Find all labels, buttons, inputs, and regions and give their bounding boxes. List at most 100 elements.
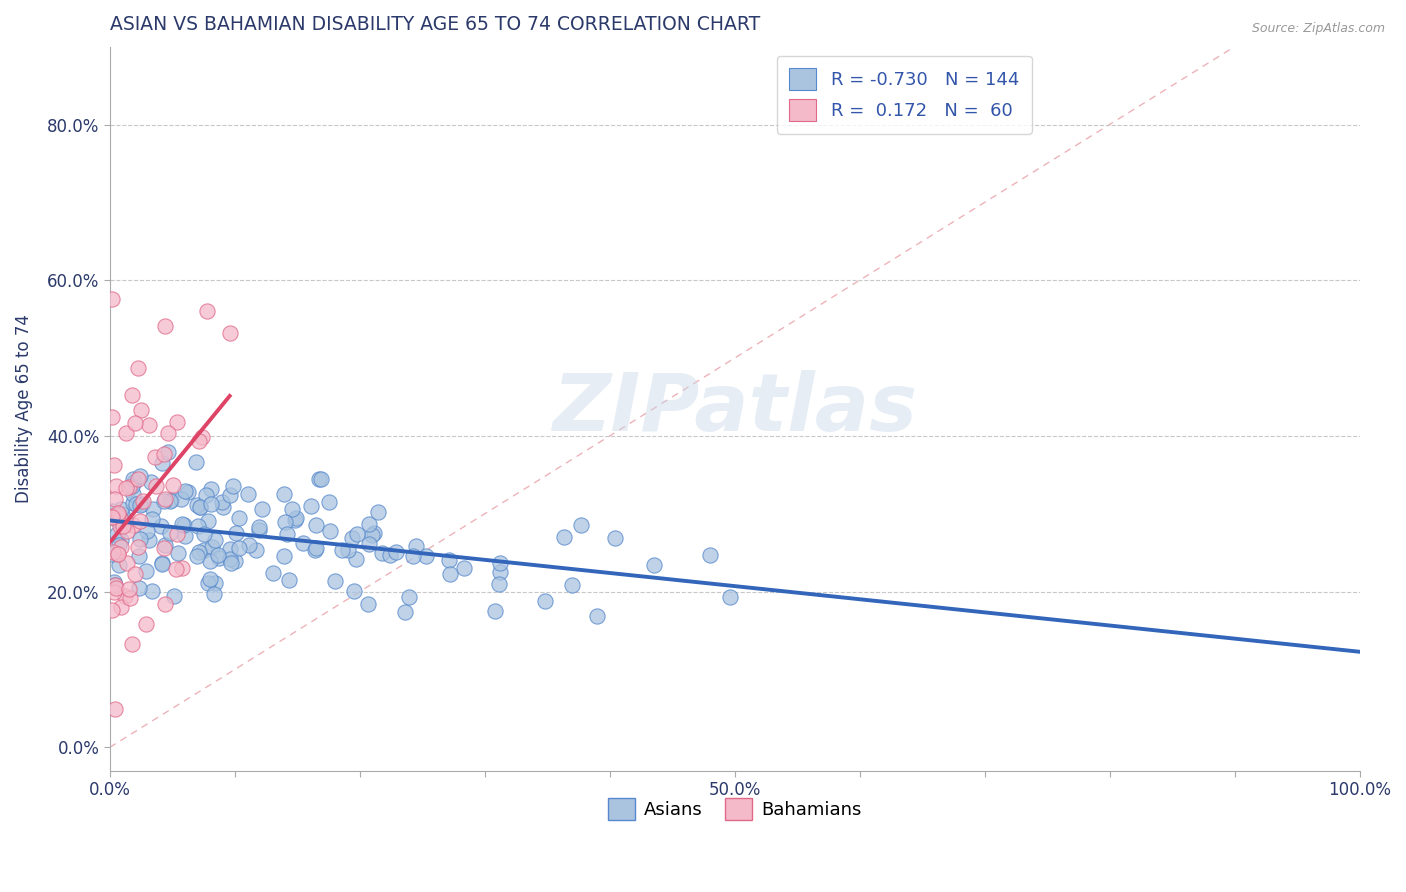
Point [360, 528, 382, 542]
Point [343, 583, 366, 598]
Point [394, 605, 416, 619]
Point [129, 468, 152, 483]
Point [363, 526, 385, 541]
Point [357, 597, 380, 611]
Point [281, 502, 304, 516]
Point [208, 551, 231, 566]
Point [586, 609, 609, 624]
Point [533, 594, 555, 608]
Point [170, 516, 193, 531]
Point [121, 637, 143, 651]
Point [108, 538, 131, 552]
Point [174, 528, 197, 542]
Point [262, 566, 284, 580]
Point [129, 403, 152, 417]
Text: Source: ZipAtlas.com: Source: ZipAtlas.com [1251, 22, 1385, 36]
Point [103, 585, 125, 599]
Point [195, 488, 218, 502]
Point [200, 498, 222, 512]
Point [357, 517, 380, 532]
Point [104, 479, 127, 493]
Point [101, 547, 124, 561]
Point [190, 430, 212, 444]
Point [162, 590, 184, 604]
Point [201, 540, 224, 554]
Point [186, 498, 208, 512]
Point [128, 549, 150, 563]
Point [415, 549, 437, 563]
Point [159, 526, 181, 541]
Point [188, 544, 211, 558]
Point [155, 319, 177, 334]
Point [104, 492, 127, 507]
Point [127, 472, 149, 486]
Point [121, 487, 143, 501]
Point [139, 475, 162, 489]
Point [200, 482, 222, 496]
Point [172, 561, 194, 575]
Point [398, 591, 420, 605]
Point [135, 617, 157, 632]
Point [211, 500, 233, 515]
Point [204, 533, 226, 547]
Point [143, 450, 166, 464]
Point [129, 533, 152, 547]
Point [162, 478, 184, 492]
Point [101, 602, 124, 616]
Point [167, 546, 190, 560]
Point [371, 546, 394, 560]
Point [101, 509, 124, 524]
Point [202, 586, 225, 600]
Point [128, 581, 150, 595]
Point [104, 702, 127, 716]
Point [439, 567, 461, 582]
Point [117, 556, 139, 570]
Point [160, 492, 183, 507]
Point [367, 505, 389, 519]
Point [569, 517, 592, 532]
Point [105, 527, 128, 541]
Point [273, 516, 295, 530]
Point [107, 547, 129, 561]
Point [157, 425, 180, 440]
Point [150, 558, 173, 572]
Point [112, 519, 135, 533]
Point [204, 575, 226, 590]
Point [110, 599, 132, 614]
Point [115, 524, 138, 538]
Point [378, 548, 401, 562]
Point [141, 583, 163, 598]
Point [405, 539, 427, 553]
Point [340, 531, 363, 545]
Point [323, 574, 346, 588]
Point [247, 524, 270, 538]
Point [276, 527, 298, 541]
Point [186, 455, 208, 469]
Point [218, 326, 240, 340]
Point [453, 561, 475, 575]
Point [152, 494, 174, 508]
Point [101, 504, 124, 518]
Point [336, 542, 359, 557]
Point [127, 360, 149, 375]
Point [136, 524, 159, 539]
Point [283, 513, 305, 527]
Point [145, 479, 167, 493]
Point [174, 484, 197, 499]
Point [299, 499, 322, 513]
Point [188, 500, 211, 514]
Point [278, 574, 301, 588]
Point [122, 496, 145, 510]
Point [153, 597, 176, 611]
Point [186, 549, 208, 563]
Point [236, 487, 259, 501]
Point [166, 415, 188, 429]
Point [118, 480, 141, 494]
Point [107, 547, 129, 561]
Point [173, 518, 195, 533]
Point [138, 418, 160, 433]
Point [121, 388, 143, 402]
Point [318, 495, 340, 509]
Point [402, 549, 425, 564]
Point [224, 553, 246, 567]
